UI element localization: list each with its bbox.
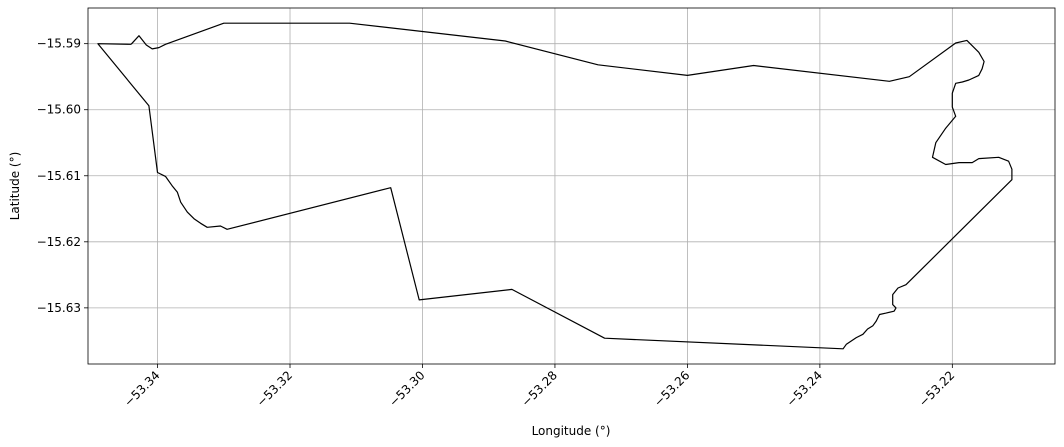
y-axis-ticks: −15.59 −15.60 −15.61 −15.62 −15.63 xyxy=(37,37,88,315)
x-tick-label: −53.26 xyxy=(651,368,692,409)
y-tick-label: −15.61 xyxy=(37,169,81,183)
boundary-line xyxy=(97,22,1013,350)
axes-frame xyxy=(87,7,1056,365)
grid-lines xyxy=(88,8,1055,364)
x-axis-label: Longitude (°) xyxy=(532,424,611,438)
x-tick-label: −53.28 xyxy=(519,368,560,409)
x-tick-label: −53.24 xyxy=(784,368,825,409)
x-tick-label: −53.22 xyxy=(916,368,957,409)
y-axis-label: Latitude (°) xyxy=(8,152,22,221)
y-tick-label: −15.62 xyxy=(37,235,81,249)
x-axis-ticks: −53.34 −53.32 −53.30 −53.28 −53.26 −53.24 −53.… xyxy=(121,364,957,410)
y-tick-label: −15.63 xyxy=(37,301,81,315)
x-tick-label: −53.32 xyxy=(254,368,295,409)
y-tick-label: −15.60 xyxy=(37,103,81,117)
x-tick-label: −53.30 xyxy=(386,368,427,409)
y-tick-label: −15.59 xyxy=(37,37,81,51)
x-tick-label: −53.34 xyxy=(121,368,162,409)
boundary-series xyxy=(97,22,1013,350)
